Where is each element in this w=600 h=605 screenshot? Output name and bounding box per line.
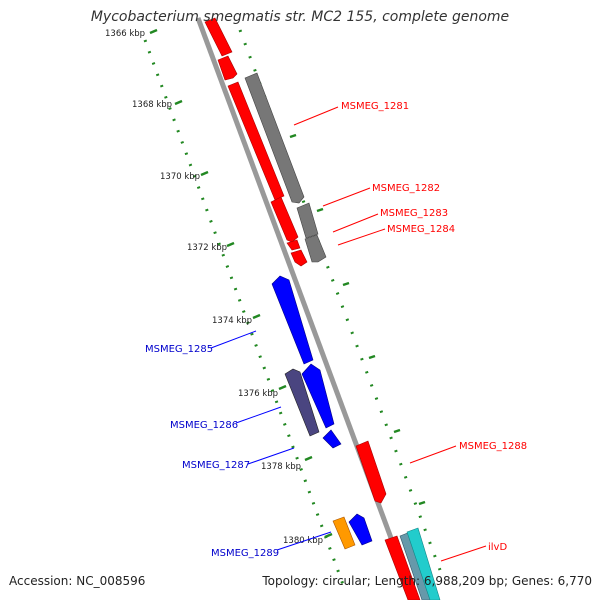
topology-text: Topology: circular; Length: 6,988,209 bp… (262, 574, 592, 588)
gene-red-small-1[interactable] (217, 55, 238, 81)
label-msmeg-1287[interactable]: MSMEG_1287 (182, 460, 250, 471)
gene-msmeg-1286-arrow[interactable] (301, 363, 335, 429)
ruler-label-1368: 1368 kbp (132, 100, 172, 110)
gene-red-long[interactable] (227, 81, 285, 201)
gene-labels: MSMEG_1281 MSMEG_1282 MSMEG_1283 MSMEG_1… (145, 101, 527, 559)
label-msmeg-1284[interactable]: MSMEG_1284 (387, 224, 455, 235)
label-msmeg-1285[interactable]: MSMEG_1285 (145, 344, 213, 355)
label-ilvd[interactable]: ilvD (488, 542, 507, 553)
gene-features (204, 17, 441, 601)
inner-ruler-line (143, 39, 347, 591)
label-msmeg-1282[interactable]: MSMEG_1282 (372, 183, 440, 194)
genome-backbone (195, 17, 417, 601)
label-msmeg-1286[interactable]: MSMEG_1286 (170, 420, 238, 431)
red-label-leaders (293, 106, 487, 562)
ruler-label-1374: 1374 kbp (212, 316, 252, 326)
accession-text: Accession: NC_008596 (9, 574, 146, 588)
label-msmeg-1283[interactable]: MSMEG_1283 (380, 208, 448, 219)
gene-msmeg-1289[interactable] (332, 516, 356, 550)
ruler-label-1378: 1378 kbp (261, 462, 301, 472)
gene-red-small-3[interactable] (290, 249, 308, 267)
gene-msmeg-1284[interactable] (304, 234, 327, 263)
gene-msmeg-1283[interactable] (296, 202, 319, 239)
ruler-label-1372: 1372 kbp (187, 243, 227, 253)
gene-msmeg-1286[interactable] (284, 368, 320, 437)
label-msmeg-1289[interactable]: MSMEG_1289 (211, 548, 279, 559)
ruler-label-1376: 1376 kbp (238, 389, 278, 399)
gene-msmeg-1285[interactable] (271, 275, 314, 365)
gene-msmeg-1281[interactable] (244, 72, 305, 204)
blue-label-leaders (210, 330, 332, 551)
gene-msmeg-1287[interactable] (322, 429, 342, 449)
ruler-label-1366: 1366 kbp (105, 29, 145, 39)
ruler-ticks (149, 28, 426, 539)
gene-blue-1289b[interactable] (348, 513, 373, 546)
label-msmeg-1288[interactable]: MSMEG_1288 (459, 441, 527, 452)
ruler-label-1370: 1370 kbp (160, 172, 200, 182)
gene-red-top[interactable] (204, 17, 233, 57)
gene-red-small-2[interactable] (286, 239, 301, 251)
gene-msmeg-1288[interactable] (355, 440, 387, 504)
gene-msmeg-1282[interactable] (270, 196, 299, 243)
map-title: Mycobacterium smegmatis str. MC2 155, co… (90, 9, 510, 25)
label-msmeg-1281[interactable]: MSMEG_1281 (341, 101, 409, 112)
